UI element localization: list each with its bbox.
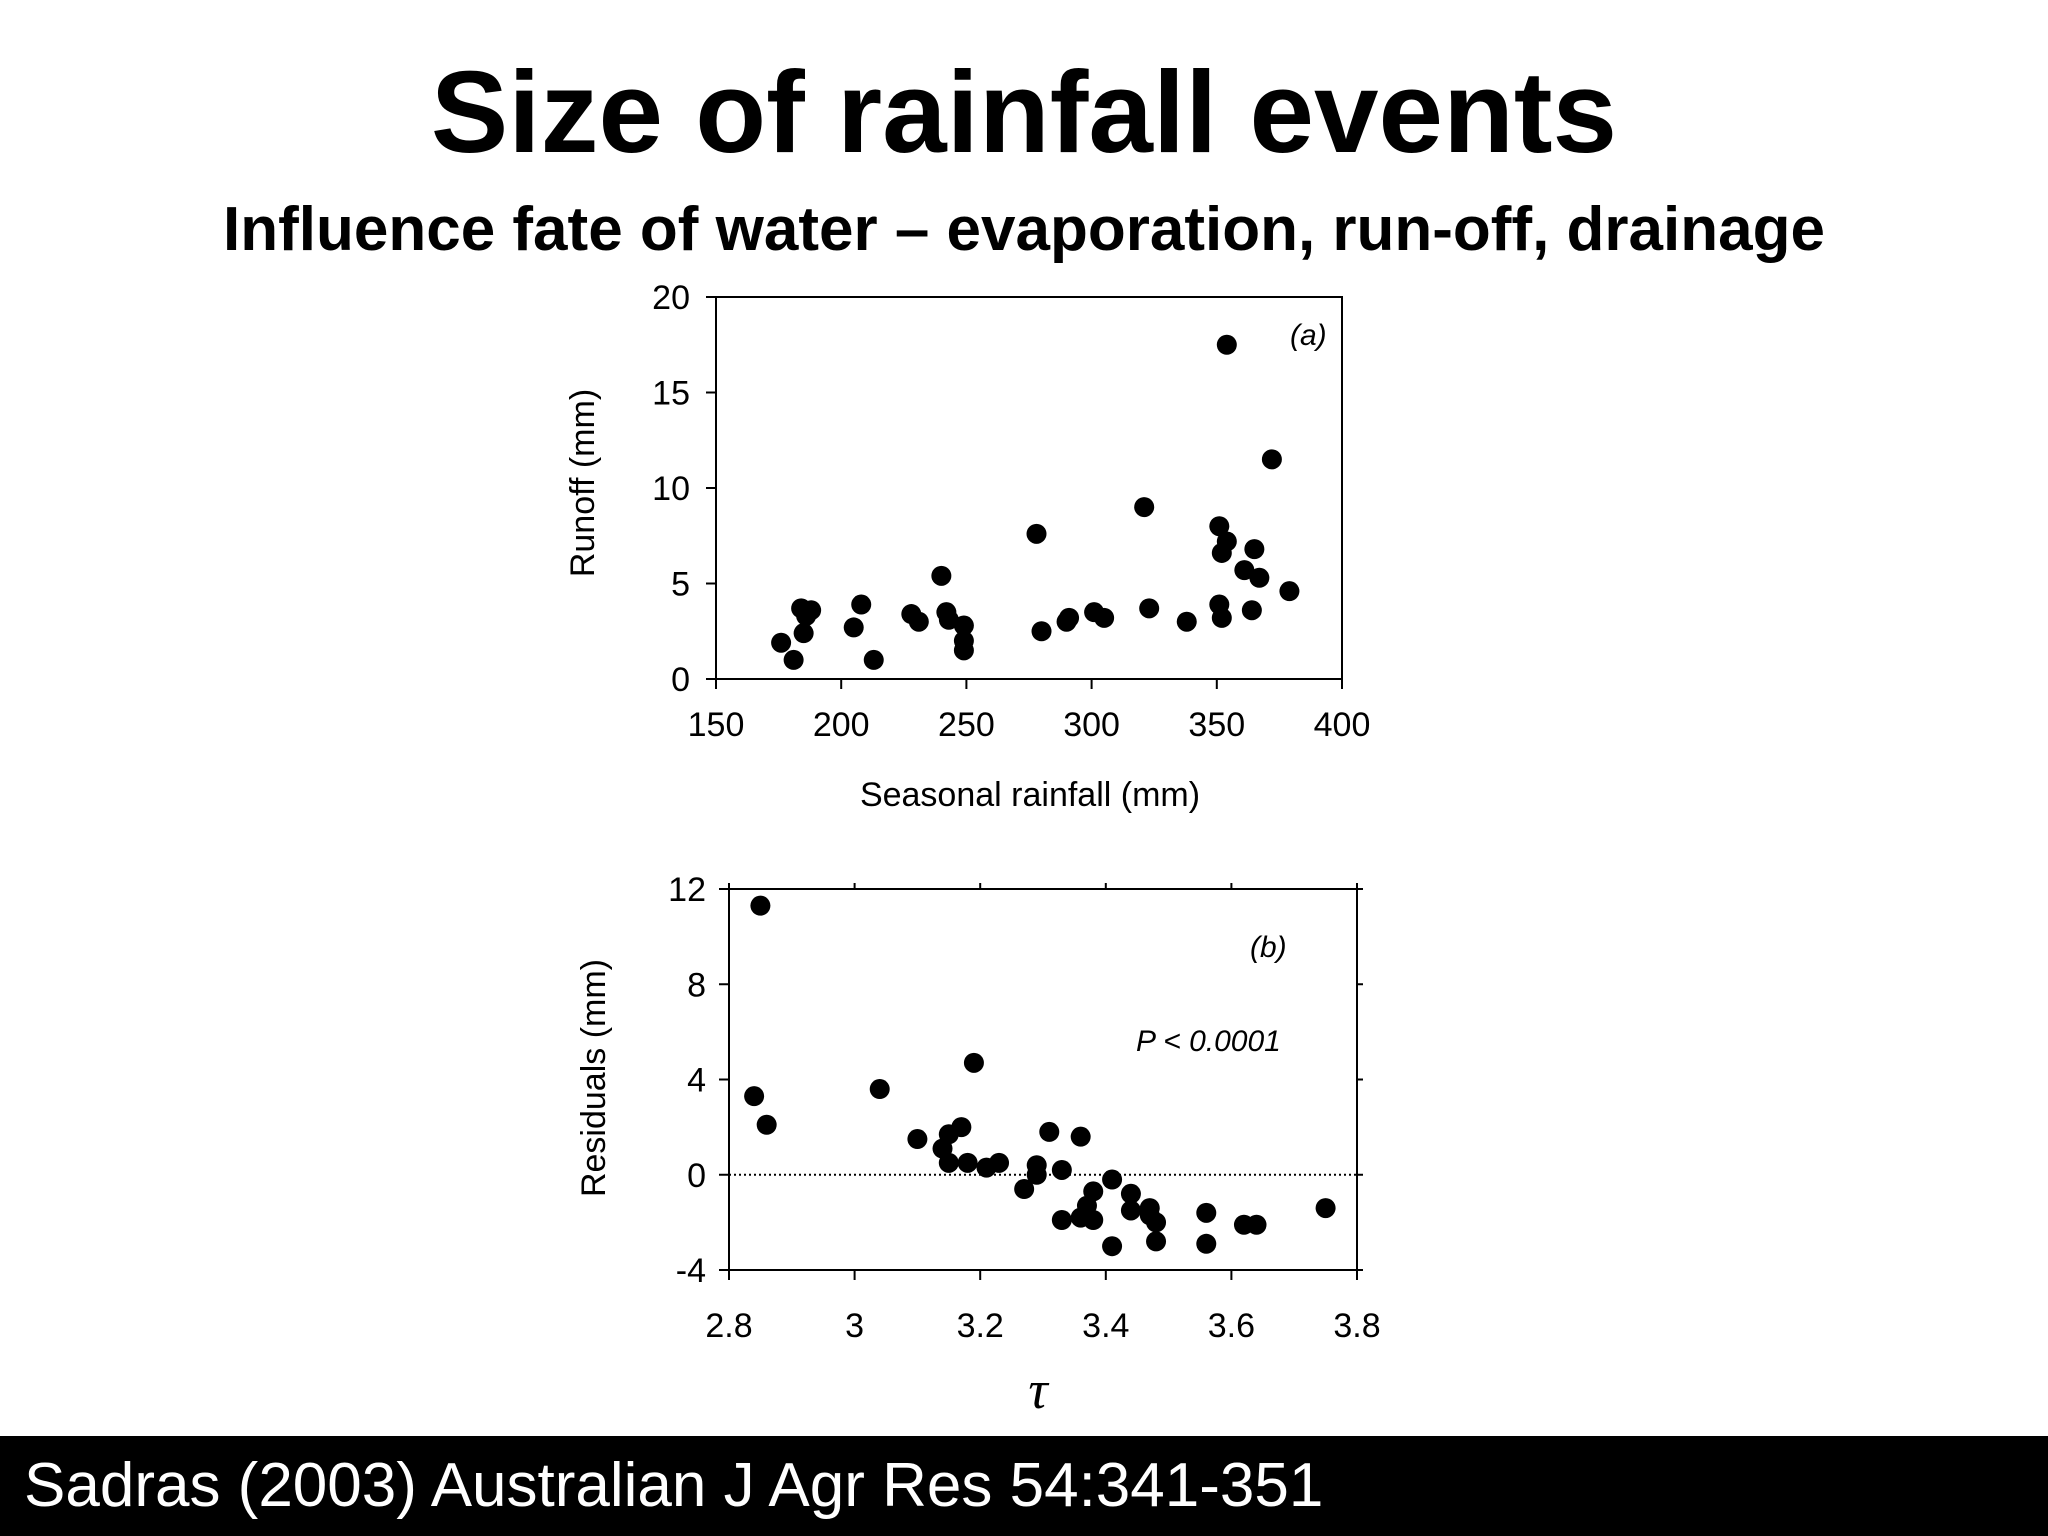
chart-b-x-tick-label: 3.8 <box>1333 1307 1380 1345</box>
chart-a-x-axis-title: Seasonal rainfall (mm) <box>860 776 1200 814</box>
chart-a-y-tick-label: 15 <box>652 375 690 413</box>
chart-b-data-point <box>1039 1121 1060 1142</box>
chart-a-data-point <box>908 611 929 632</box>
chart-a-x-tick-label: 400 <box>1314 706 1371 744</box>
chart-b-y-tick-label: 8 <box>687 966 706 1004</box>
chart-b-data-point <box>756 1114 777 1135</box>
chart-a-data-point <box>953 640 974 661</box>
chart-a-data-point <box>783 649 804 670</box>
chart-b-data-point <box>744 1086 765 1107</box>
chart-a-data-point <box>793 623 814 644</box>
chart-b-x-tick-label: 3.6 <box>1208 1307 1255 1345</box>
chart-b-data-point <box>1315 1198 1336 1219</box>
chart-a-y-tick-label: 20 <box>652 279 690 317</box>
chart-a-y-tick-label: 10 <box>652 470 690 508</box>
chart-a-data-point <box>1211 607 1232 628</box>
chart-b-data-point <box>1083 1209 1104 1230</box>
charts-figure: (a) Seasonal rainfall (mm) Runoff (mm) 1… <box>564 279 1381 1420</box>
footer-bar: Sadras (2003) Australian J Agr Res 54:34… <box>0 1436 2048 1536</box>
chart-b-data-point <box>1196 1202 1217 1223</box>
chart-a-x-tick-label: 150 <box>688 706 745 744</box>
chart-a-y-axis-title: Runoff (mm) <box>564 389 602 577</box>
slide-title: Size of rainfall events <box>430 47 1618 177</box>
chart-b-data-point <box>1146 1231 1167 1252</box>
chart-b-data-point <box>1120 1183 1141 1204</box>
chart-b-y-tick-label: 0 <box>687 1157 706 1195</box>
chart-b-data-point <box>1120 1200 1141 1221</box>
chart-a-data-point <box>1244 539 1265 560</box>
chart-b-data-point <box>1102 1236 1123 1257</box>
chart-a-data-point <box>1261 449 1282 470</box>
chart-a-y-tick-label: 0 <box>671 661 690 699</box>
chart-a-data-point <box>1216 531 1237 552</box>
chart-a-data-point <box>1031 621 1052 642</box>
chart-b-y-tick-label: 4 <box>687 1062 706 1100</box>
chart-b-data-point <box>1051 1209 1072 1230</box>
chart-b-data-point <box>1102 1169 1123 1190</box>
chart-a-data-point <box>771 632 792 653</box>
chart-b-data-point <box>951 1117 972 1138</box>
chart-b-data-point <box>1146 1212 1167 1233</box>
chart-a-data-point <box>938 609 959 630</box>
chart-a-data-point <box>863 649 884 670</box>
runoff-scatter-chart: (a) Seasonal rainfall (mm) Runoff (mm) 1… <box>564 279 1370 814</box>
chart-a-data-point <box>1216 334 1237 355</box>
chart-b-data-point <box>1026 1164 1047 1185</box>
chart-a-data-point <box>931 565 952 586</box>
chart-a-data-point <box>851 594 872 615</box>
chart-b-y-tick-label: -4 <box>676 1252 706 1290</box>
chart-a-y-tick-label: 5 <box>671 566 690 604</box>
chart-a-data-point <box>801 600 822 621</box>
residuals-scatter-chart: (b) P < 0.0001 τ Residuals (mm) 2.8 3 3.2 3… <box>575 871 1381 1420</box>
chart-b-p-value-annotation: P < 0.0001 <box>1136 1025 1281 1058</box>
chart-b-data-point <box>750 895 771 916</box>
chart-b-panel-label: (b) <box>1250 931 1287 964</box>
chart-a-x-tick-label: 200 <box>813 706 870 744</box>
slide-subtitle: Influence fate of water – evaporation, r… <box>223 195 1825 264</box>
chart-b-x-tick-label: 3.4 <box>1082 1307 1129 1345</box>
chart-b-data-point <box>1246 1214 1267 1235</box>
chart-b-data-point <box>989 1152 1010 1173</box>
chart-a-data-point <box>1139 598 1160 619</box>
chart-b-data-point <box>963 1052 984 1073</box>
chart-b-data-point <box>869 1079 890 1100</box>
chart-a-data-point <box>1279 581 1300 602</box>
chart-a-x-tick-label: 250 <box>938 706 995 744</box>
chart-b-data-point <box>957 1152 978 1173</box>
chart-a-x-tick-label: 350 <box>1188 706 1245 744</box>
chart-a-data-point <box>1059 607 1080 628</box>
chart-a-data-point <box>953 615 974 636</box>
chart-a-data-point <box>1209 516 1230 537</box>
chart-b-data-point <box>1196 1233 1217 1254</box>
chart-b-x-axis-title: τ <box>1028 1360 1049 1420</box>
chart-b-data-point <box>1014 1179 1035 1200</box>
chart-b-data-point <box>907 1129 928 1150</box>
chart-b-x-tick-label: 3 <box>845 1307 864 1345</box>
chart-a-data-point <box>1094 607 1115 628</box>
chart-a-x-tick-label: 300 <box>1063 706 1120 744</box>
chart-b-data-point <box>1083 1181 1104 1202</box>
chart-b-y-axis-title: Residuals (mm) <box>575 959 613 1197</box>
chart-b-data-point <box>1051 1159 1072 1180</box>
chart-a-data-point <box>1176 611 1197 632</box>
chart-b-data-point <box>1070 1126 1091 1147</box>
chart-a-data-point <box>1249 567 1270 588</box>
chart-a-data-point <box>1026 523 1047 544</box>
chart-b-data-point <box>938 1152 959 1173</box>
chart-b-y-tick-label: 12 <box>668 871 706 909</box>
chart-a-data-point <box>843 617 864 638</box>
chart-a-panel-label: (a) <box>1290 319 1327 352</box>
chart-b-x-tick-label: 3.2 <box>957 1307 1004 1345</box>
chart-a-data-point <box>1241 600 1262 621</box>
chart-b-x-tick-label: 2.8 <box>705 1307 752 1345</box>
chart-a-data-point <box>1134 497 1155 518</box>
chart-a-data-point <box>1234 560 1255 581</box>
citation-text: Sadras (2003) Australian J Agr Res 54:34… <box>24 1451 1324 1520</box>
